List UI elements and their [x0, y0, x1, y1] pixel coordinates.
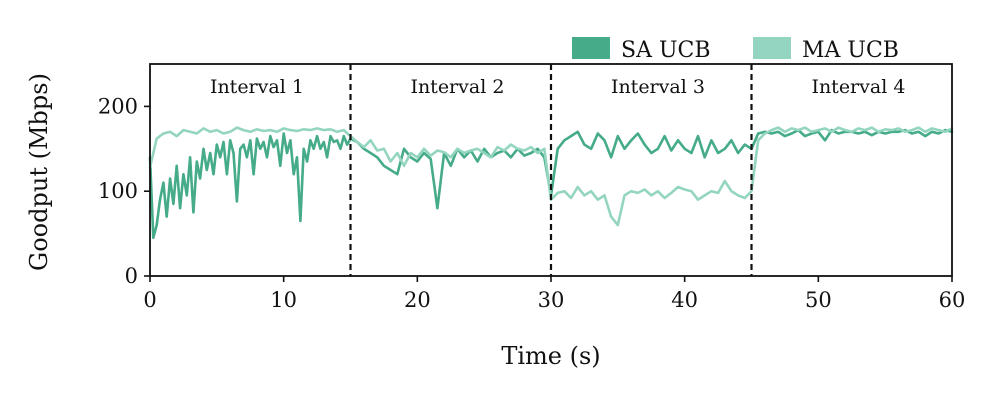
legend: SA UCB MA UCB — [572, 37, 899, 63]
legend-swatch-sa-ucb — [572, 37, 610, 59]
x-tick-label: 60 — [939, 288, 966, 312]
x-tick-label: 20 — [404, 288, 431, 312]
x-tick-label: 30 — [538, 288, 565, 312]
x-tick-label: 0 — [143, 288, 156, 312]
y-axis-title: Goodput (Mbps) — [25, 73, 53, 271]
x-tick-label: 10 — [270, 288, 297, 312]
y-ticks: 0 100 200 — [98, 94, 150, 288]
legend-label-sa-ucb: SA UCB — [621, 38, 711, 63]
legend-swatch-ma-ucb — [753, 37, 791, 59]
y-tick-label: 0 — [125, 264, 138, 288]
interval-label-3: Interval 3 — [611, 76, 705, 98]
interval-labels: Interval 1 Interval 2 Interval 3 Interval 4 — [210, 76, 905, 98]
interval-label-4: Interval 4 — [811, 76, 905, 98]
interval-label-2: Interval 2 — [410, 76, 504, 98]
x-axis-title: Time (s) — [501, 342, 600, 370]
series-line-sa-ucb — [148, 128, 954, 240]
x-tick-label: 40 — [671, 288, 698, 312]
legend-label-ma-ucb: MA UCB — [802, 38, 899, 63]
y-tick-label: 100 — [98, 179, 138, 203]
y-tick-label: 200 — [98, 94, 138, 118]
interval-label-1: Interval 1 — [210, 76, 304, 98]
x-tick-label: 50 — [805, 288, 832, 312]
interval-dividers — [349, 64, 753, 276]
x-ticks: 0 10 20 30 40 50 60 — [143, 276, 965, 312]
